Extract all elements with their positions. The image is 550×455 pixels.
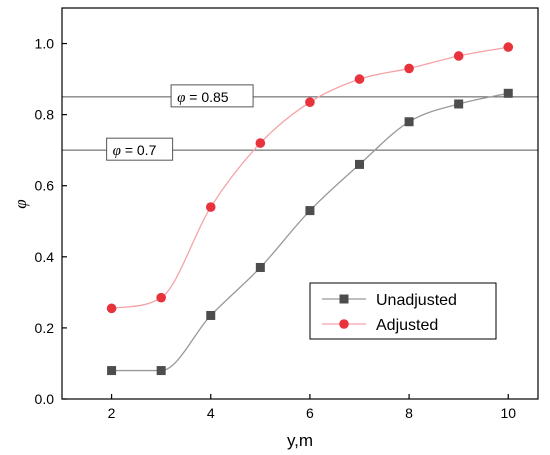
point-adjusted-9 (453, 51, 464, 61)
point-unadjusted-3 (156, 366, 166, 376)
legend-box (309, 282, 497, 340)
point-unadjusted-4 (206, 310, 216, 320)
point-unadjusted-6 (305, 206, 315, 216)
point-adjusted-5 (255, 138, 266, 148)
point-unadjusted-2 (107, 366, 117, 376)
reference-label-box-1 (106, 137, 174, 161)
annotations: φ = 0.85 φ = 0.7 (106, 84, 254, 161)
reference-label-0: φ = 0.85 (177, 89, 229, 106)
axis-ticks: 2 4 6 8 10 0.0 0.2 0.4 0.6 0.8 1.0 (35, 36, 517, 421)
point-adjusted-7 (354, 74, 365, 84)
x-tick-label-10: 10 (500, 405, 516, 421)
y-tick-label-0: 0.0 (35, 391, 55, 407)
point-adjusted-10 (503, 42, 514, 52)
x-tick-label-2: 2 (108, 405, 116, 421)
plot-frame (61, 7, 539, 400)
series-markers (106, 42, 514, 376)
point-unadjusted-10 (503, 88, 513, 98)
legend: Unadjusted Adjusted (309, 282, 497, 340)
point-unadjusted-9 (454, 99, 464, 109)
reference-label-1: φ = 0.7 (113, 142, 157, 159)
x-tick-label-6: 6 (306, 405, 314, 421)
x-axis-title: y,m (287, 431, 313, 450)
point-adjusted-3 (156, 292, 166, 303)
y-axis-title: φ (11, 199, 30, 208)
y-tick-label-1: 0.2 (35, 320, 55, 336)
legend-marker-unadjusted (339, 294, 349, 304)
point-unadjusted-7 (355, 159, 364, 169)
point-adjusted-8 (404, 63, 414, 74)
x-tick-label-8: 8 (405, 405, 413, 421)
y-tick-label-3: 0.6 (35, 178, 55, 194)
point-unadjusted-5 (255, 262, 265, 272)
legend-label-adjusted: Adjusted (376, 317, 438, 334)
point-adjusted-2 (106, 303, 117, 314)
y-tick-label-4: 0.8 (35, 107, 55, 123)
legend-marker-adjusted (339, 319, 349, 329)
y-tick-label-2: 0.4 (35, 249, 55, 265)
y-tick-label-5: 1.0 (35, 36, 55, 52)
point-adjusted-6 (305, 97, 315, 107)
series-line-adjusted (111, 46, 509, 310)
reference-label-box-0 (170, 84, 254, 108)
point-unadjusted-8 (404, 117, 414, 127)
x-tick-label-4: 4 (207, 405, 215, 421)
point-adjusted-4 (205, 202, 216, 212)
legend-label-unadjusted: Unadjusted (376, 292, 457, 309)
